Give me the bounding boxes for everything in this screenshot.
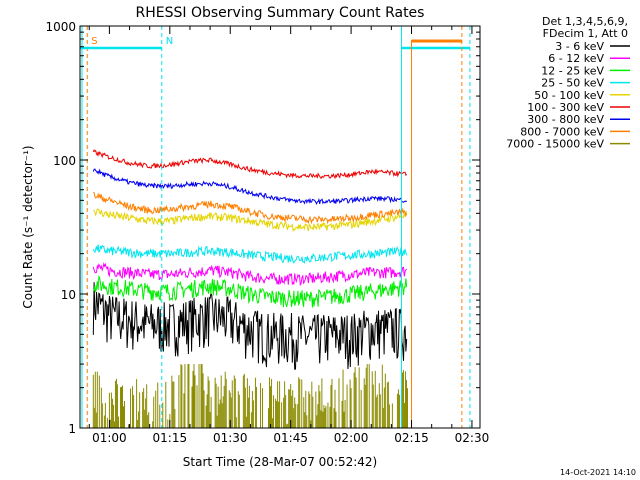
series-line [92,282,408,370]
legend-entry: 100 - 300 keV [527,101,630,114]
series-layer [92,149,408,428]
y-tick-label: 100 [53,154,76,168]
plot-frame [79,25,481,429]
legend-label: 300 - 800 keV [527,113,604,126]
legend-entry: 800 - 7000 keV [520,125,630,138]
marker-label-n: N [166,36,173,47]
legend: Det 1,3,4,5,6,9,FDecim 1, Att 03 - 6 keV… [506,15,630,151]
timestamp: 14-Oct-2021 14:10 [560,468,636,477]
series-6-12-kev [92,262,408,287]
y-axis: 1 10 100 1000 [45,20,480,436]
legend-label: 50 - 100 keV [534,89,604,102]
x-tick-label: 01:30 [213,431,248,445]
legend-entry: 50 - 100 keV [534,89,630,102]
legend-label: 800 - 7000 keV [520,125,604,138]
x-axis: 01:00 01:15 01:30 01:45 02:00 02:15 02:30 [88,26,490,445]
series-line [93,274,408,308]
y-tick-label: 1 [68,422,76,436]
legend-label: 100 - 300 keV [527,101,604,114]
y-tick-label: 10 [61,288,76,302]
series-7000-15000-kev [92,364,408,428]
legend-entry: 3 - 6 keV [555,40,630,53]
legend-label: 12 - 25 keV [541,64,604,77]
series-line [93,191,408,225]
legend-entry: 12 - 25 keV [541,64,630,77]
x-tick-label: 02:30 [455,431,490,445]
y-tick-label: 1000 [45,20,76,34]
series-25-50-kev [92,244,408,264]
x-tick-label: 02:00 [334,431,369,445]
legend-entry: 25 - 50 keV [541,77,630,90]
series-line [92,244,408,264]
series-800-7000-kev [93,191,408,225]
legend-header: Det 1,3,4,5,6,9, [542,15,628,28]
series-300-800-kev [92,168,408,205]
series-12-25-kev [93,274,408,308]
x-tick-label: 02:15 [394,431,429,445]
series-line [92,262,408,287]
x-tick-label: 01:15 [153,431,188,445]
series-3-6-kev [92,282,408,370]
chart-title: RHESSI Observing Summary Count Rates [136,5,425,21]
y-axis-label: Count Rate (s⁻¹ detector⁻¹) [21,145,35,308]
legend-label: 7000 - 15000 keV [506,138,604,151]
legend-label: 6 - 12 keV [548,52,604,65]
legend-entry: 7000 - 15000 keV [506,138,630,151]
series-line [92,168,408,205]
series-line [93,208,408,233]
series-line [92,149,408,180]
marker-label-s: S [91,36,97,47]
legend-label: 3 - 6 keV [555,40,604,53]
legend-label: 25 - 50 keV [541,77,604,90]
legend-entry: 6 - 12 keV [548,52,630,65]
legend-header: FDecim 1, Att 0 [543,27,628,40]
series-100-300-kev [92,149,408,180]
series-50-100-kev [93,208,408,233]
x-axis-label: Start Time (28-Mar-07 00:52:42) [183,455,377,469]
x-tick-label: 01:00 [92,431,127,445]
x-tick-label: 01:45 [273,431,308,445]
legend-entry: 300 - 800 keV [527,113,630,126]
